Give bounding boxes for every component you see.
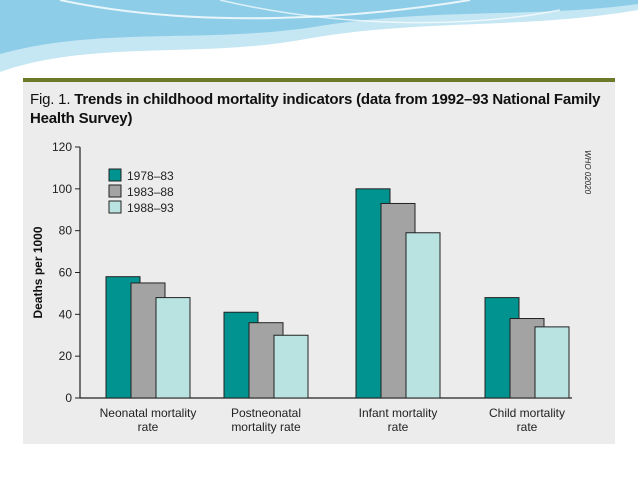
legend-label-1: 1978–83 xyxy=(127,169,174,183)
x-category-label: rate xyxy=(517,420,538,434)
x-category-label: Postneonatal xyxy=(231,406,301,420)
legend-swatch-2 xyxy=(108,184,122,198)
figure-number: Fig. 1. xyxy=(30,91,71,108)
legend-label-3: 1988–93 xyxy=(127,201,174,215)
bar-1-series-3 xyxy=(155,297,191,399)
figure-top-rule xyxy=(23,78,615,82)
y-axis-title: Deaths per 1000 xyxy=(31,226,45,318)
y-tick-label: 20 xyxy=(59,349,73,363)
figure-title-text: Trends in childhood mortality indicators… xyxy=(30,91,601,127)
y-tick-label: 100 xyxy=(52,182,72,196)
bar-2-series-3 xyxy=(273,334,309,399)
x-category-label: Neonatal mortality xyxy=(100,406,197,420)
y-tick-label: 60 xyxy=(59,266,73,280)
y-tick-label: 120 xyxy=(52,140,72,154)
x-category-label: mortality rate xyxy=(231,420,301,434)
x-category-label: rate xyxy=(388,420,409,434)
bar-3-series-3 xyxy=(405,232,441,399)
x-category-label: rate xyxy=(138,420,159,434)
x-category-label: Infant mortality xyxy=(359,406,438,420)
x-category-label: Child mortality xyxy=(489,406,565,420)
slide-header-decoration xyxy=(0,0,638,72)
y-tick-label: 40 xyxy=(59,307,73,321)
figure-title: Fig. 1. Trends in childhood mortality in… xyxy=(30,90,605,128)
bar-4-series-3 xyxy=(534,326,570,399)
legend-swatch-3 xyxy=(108,200,122,214)
legend-swatch-1 xyxy=(108,168,122,182)
y-tick-label: 80 xyxy=(59,224,73,238)
y-tick-label: 0 xyxy=(65,391,72,405)
figure-side-code: WHO 02020 xyxy=(583,150,592,195)
legend-label-2: 1983–88 xyxy=(127,185,174,199)
